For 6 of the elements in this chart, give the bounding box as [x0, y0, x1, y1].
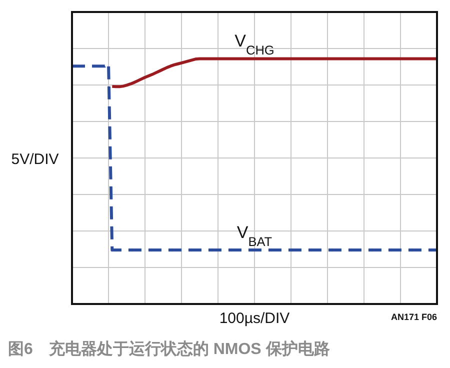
text: AN171 F06: [390, 312, 437, 322]
text: 图6 充电器处于运行状态的 NMOS 保护电路: [8, 340, 330, 358]
y-axis-title: 5V/DIV: [11, 151, 59, 168]
x-axis-title: 100µs/DIV: [219, 310, 290, 327]
series-label: V$_{CHG}$: [234, 32, 274, 58]
series-label: V$_{BAT}$: [236, 223, 272, 249]
